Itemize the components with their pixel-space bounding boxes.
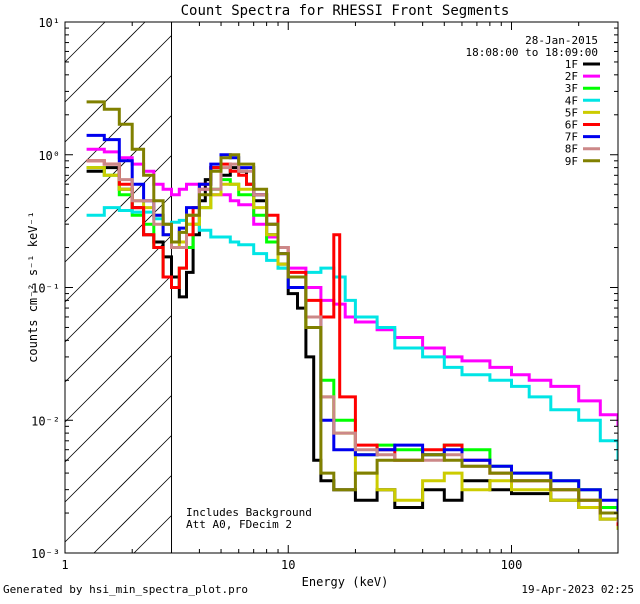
hatch-line [93,475,172,554]
series-line-9F [86,100,618,520]
x-tick-label: 1 [61,558,68,572]
hatch-line [64,315,172,423]
x-axis-label: Energy (keV) [302,575,389,589]
footer-timestamp: 19-Apr-2023 02:25 [521,583,634,596]
legend-label-8F: 8F [565,143,578,156]
hatch-line [64,275,172,383]
y-tick-label: 10⁻¹ [31,282,60,296]
axis-ticks [64,22,619,554]
legend-label-9F: 9F [565,155,578,168]
legend-label-7F: 7F [565,131,578,144]
annotation-background: Includes Background [186,506,312,519]
hatched-region [64,21,173,554]
hatch-line [64,21,146,103]
series-group [86,100,618,530]
annotation-attenuator: Att A0, FDecim 2 [186,518,292,531]
hatch-line [64,21,106,63]
hatch-line [64,435,172,543]
x-tick-label: 10 [281,558,295,572]
legend-label-2F: 2F [565,70,578,83]
hatch-line [64,75,172,183]
y-tick-label: 10⁻³ [31,547,60,561]
y-tick-label: 10⁰ [38,149,60,163]
tick-labels: 1 10 100 10⁻³ 10⁻² 10⁻¹ 10⁰ 10¹ [31,16,522,572]
date-label: 28-Jan-2015 [525,34,598,47]
chart-title: Count Spectra for RHESSI Front Segments [181,3,510,19]
legend-label-1F: 1F [565,58,578,71]
y-tick-label: 10¹ [38,16,60,30]
y-tick-label: 10⁻² [31,414,60,428]
legend-label-3F: 3F [565,82,578,95]
footer-generated-by: Generated by hsi_min_spectra_plot.pro [3,583,249,596]
legend-label-4F: 4F [565,94,578,107]
legend-label-6F: 6F [565,119,578,132]
x-tick-label: 100 [501,558,523,572]
y-axis-label: counts cm⁻² s⁻¹ keV⁻¹ [26,211,40,363]
hatch-line [64,395,172,503]
hatch-line [64,35,172,143]
hatch-line [64,355,172,463]
hatch-line [133,515,172,554]
hatch-line [64,235,172,343]
legend-label-5F: 5F [565,106,578,119]
time-range-label: 18:08:00 to 18:09:00 [466,46,598,59]
